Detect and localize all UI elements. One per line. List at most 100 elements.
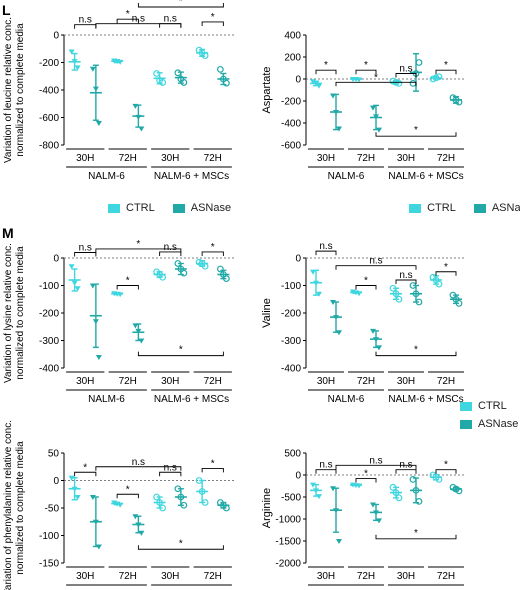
x-tick-label: 72H bbox=[437, 153, 455, 164]
ctrl-point bbox=[310, 482, 316, 488]
significance-label: * bbox=[364, 60, 368, 71]
ctrl-point bbox=[159, 79, 167, 86]
y-tick-label: 200 bbox=[284, 53, 301, 64]
legend-label-ctrl-2: CTRL bbox=[427, 202, 456, 214]
significance-label: n.s bbox=[164, 462, 177, 473]
x-tick-label: 30H bbox=[161, 153, 179, 164]
asnase-point bbox=[409, 79, 417, 87]
ctrl-point bbox=[74, 286, 81, 292]
legend-top: CTRL ASNase CTRL ASNase bbox=[108, 202, 520, 214]
asnase-point bbox=[336, 126, 342, 132]
significance-bracket bbox=[355, 478, 377, 483]
ctrl-point bbox=[153, 493, 161, 501]
significance-label: n.s bbox=[164, 242, 177, 253]
x-cell-label: NALM-6 bbox=[88, 171, 125, 182]
asnase-point bbox=[333, 110, 339, 115]
chart-panel-5: 50 0 -50 -100 -150 Variation of phenylalanine… bbox=[3, 420, 234, 590]
asnase-point bbox=[330, 300, 336, 305]
asnase-point bbox=[180, 501, 188, 509]
y-tick-label: -400 bbox=[281, 119, 301, 130]
asnase-point bbox=[409, 476, 417, 483]
asnase-point bbox=[455, 98, 463, 106]
asnase-point bbox=[92, 86, 99, 92]
ctrl-point bbox=[195, 477, 203, 484]
asnase-point bbox=[336, 539, 342, 544]
significance-bracket bbox=[335, 81, 417, 87]
legend-label-asnase-2: ASNase bbox=[491, 202, 520, 214]
x-tick-label: 72H bbox=[204, 376, 222, 387]
x-tick-label: 30H bbox=[397, 153, 415, 164]
significance-label: n.s bbox=[132, 14, 145, 25]
significance-label: * bbox=[374, 72, 378, 83]
significance-bracket bbox=[375, 132, 457, 137]
panel-label-l: L bbox=[2, 2, 11, 18]
x-tick-label: 30H bbox=[76, 153, 94, 164]
x-tick-label: 72H bbox=[357, 571, 375, 582]
ctrl-point bbox=[201, 499, 209, 506]
significance-bracket bbox=[315, 69, 337, 75]
asnase-point bbox=[135, 114, 142, 120]
asnase-point bbox=[409, 282, 417, 289]
asnase-point bbox=[415, 498, 423, 505]
ctrl-point bbox=[71, 59, 78, 65]
y-tick-label: -100 bbox=[39, 281, 59, 292]
asnase-point bbox=[330, 93, 336, 99]
significance-bracket bbox=[335, 265, 417, 270]
ctrl-point bbox=[68, 475, 75, 481]
x-tick-label: 30H bbox=[161, 376, 179, 387]
y-tick-label: -200 bbox=[281, 97, 301, 108]
significance-bracket bbox=[435, 271, 457, 276]
x-cell-label: NALM-6 bbox=[88, 394, 125, 405]
asnase-point bbox=[222, 275, 230, 283]
ctrl-point bbox=[435, 280, 443, 288]
legend-swatch-asnase-2 bbox=[473, 203, 486, 213]
legend-label-asnase: ASNase bbox=[190, 202, 232, 214]
significance-label: * bbox=[211, 12, 215, 23]
asnase-point bbox=[174, 485, 182, 493]
x-tick-label: 72H bbox=[119, 376, 137, 387]
ctrl-point bbox=[389, 483, 397, 491]
x-cell-label: NALM-6 bbox=[328, 171, 365, 182]
ctrl-point bbox=[117, 59, 124, 65]
ctrl-point bbox=[313, 280, 319, 286]
asnase-point bbox=[138, 530, 145, 536]
y-tick-label: -400 bbox=[281, 364, 301, 375]
significance-label: n.s bbox=[319, 241, 332, 252]
y-tick-label: 0 bbox=[53, 476, 59, 487]
significance-bracket bbox=[395, 469, 417, 474]
asnase-point bbox=[333, 508, 339, 514]
x-tick-label: 72H bbox=[119, 571, 137, 582]
chart-panel-6: 500 0 -500 -1000 -1500 -2000 Arginine 30H 72H 30H… bbox=[261, 449, 466, 590]
significance-bracket bbox=[435, 469, 457, 474]
x-tick-label: 30H bbox=[76, 571, 94, 582]
significance-label: n.s bbox=[399, 64, 412, 75]
panel-label-m: M bbox=[2, 225, 14, 241]
ctrl-point bbox=[395, 295, 403, 303]
significance-label: * bbox=[414, 125, 418, 136]
significance-label: * bbox=[364, 469, 368, 480]
asnase-point bbox=[222, 504, 230, 512]
y-axis-label: Arginine bbox=[261, 488, 273, 528]
ctrl-point bbox=[389, 284, 397, 292]
significance-bracket bbox=[375, 351, 457, 357]
significance-label: n.s bbox=[369, 256, 382, 267]
asnase-point bbox=[415, 298, 423, 306]
x-cell-label: NALM-6 + MSCs bbox=[154, 394, 229, 405]
x-tick-label: 30H bbox=[317, 571, 335, 582]
significance-bracket bbox=[137, 3, 224, 8]
x-tick-label: 30H bbox=[76, 376, 94, 387]
ctrl-point bbox=[316, 494, 322, 500]
ctrl-point bbox=[395, 79, 403, 87]
asnase-point bbox=[95, 121, 102, 126]
significance-bracket bbox=[435, 69, 457, 75]
ctrl-point bbox=[429, 75, 437, 83]
asnase-point bbox=[455, 299, 463, 307]
y-tick-label: -200 bbox=[39, 309, 59, 320]
y-tick-label: -1000 bbox=[275, 515, 301, 526]
asnase-point bbox=[89, 283, 96, 289]
significance-label: * bbox=[136, 239, 140, 250]
significance-label: n.s bbox=[399, 270, 412, 281]
ctrl-point bbox=[310, 79, 316, 85]
